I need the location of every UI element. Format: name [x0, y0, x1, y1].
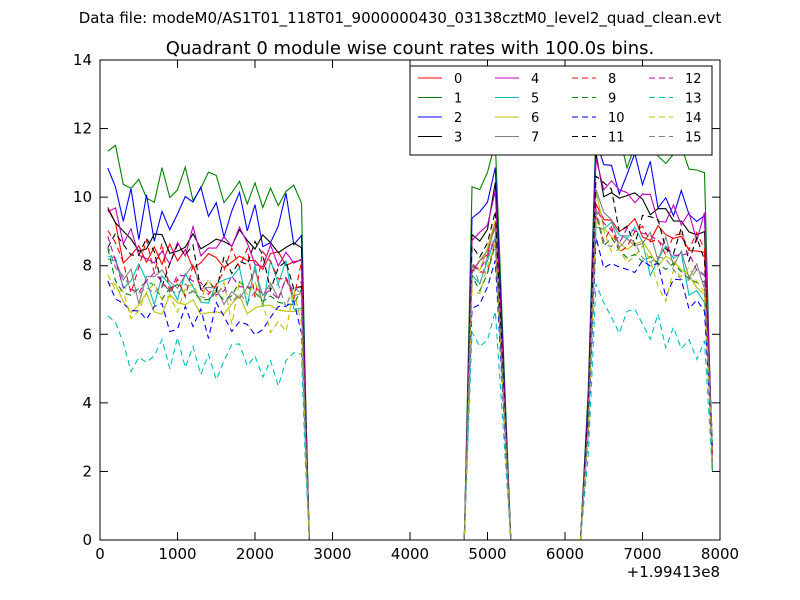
x-offset-label: +1.99413e8 — [627, 563, 720, 581]
legend-label-14: 14 — [685, 111, 702, 126]
y-tick-label: 8 — [82, 257, 92, 275]
y-tick-label: 2 — [82, 462, 92, 480]
chart-title: Quadrant 0 module wise count rates with … — [166, 38, 655, 59]
legend-label-1: 1 — [454, 92, 462, 107]
legend-label-8: 8 — [608, 72, 616, 87]
x-tick-label: 2000 — [236, 545, 274, 563]
plot-area — [107, 127, 713, 540]
legend-box — [409, 65, 713, 156]
x-tick-label: 7000 — [623, 545, 661, 563]
axes: 0 1000 2000 3000 4000 5000 6000 7000 80000246810… — [73, 51, 739, 563]
legend-label-6: 6 — [531, 111, 539, 126]
legend-label-13: 13 — [685, 92, 702, 107]
x-tick-label: 6000 — [546, 545, 584, 563]
series-line-13 — [107, 283, 713, 540]
legend-label-10: 10 — [608, 111, 625, 126]
y-tick-label: 0 — [82, 531, 92, 549]
y-tick-label: 10 — [73, 188, 92, 206]
x-tick-label: 4000 — [391, 545, 429, 563]
legend-label-11: 11 — [608, 131, 625, 146]
legend-label-15: 15 — [685, 131, 702, 146]
legend-label-12: 12 — [685, 72, 702, 87]
legend-label-4: 4 — [531, 72, 539, 87]
legend-label-5: 5 — [531, 92, 539, 107]
y-tick-label: 4 — [82, 394, 92, 412]
x-tick-label: 5000 — [468, 545, 506, 563]
legend-label-7: 7 — [531, 131, 539, 146]
y-tick-label: 12 — [73, 120, 92, 138]
y-tick-label: 14 — [73, 51, 92, 69]
legend-label-9: 9 — [608, 92, 616, 107]
x-tick-label: 8000 — [701, 545, 739, 563]
x-tick-label: 3000 — [313, 545, 351, 563]
series-line-15 — [107, 207, 713, 540]
x-tick-label: 0 — [95, 545, 105, 563]
series-lines — [107, 127, 713, 540]
legend-label-2: 2 — [454, 111, 462, 126]
chart-suptitle: Data file: modeM0/AS1T01_118T01_90000004… — [79, 9, 722, 28]
series-line-10 — [107, 237, 713, 540]
legend-label-3: 3 — [454, 131, 462, 146]
x-tick-label: 1000 — [158, 545, 196, 563]
series-line-12 — [107, 207, 713, 540]
series-line-11 — [107, 174, 713, 540]
y-tick-label: 6 — [82, 325, 92, 343]
legend-label-0: 0 — [454, 72, 462, 87]
